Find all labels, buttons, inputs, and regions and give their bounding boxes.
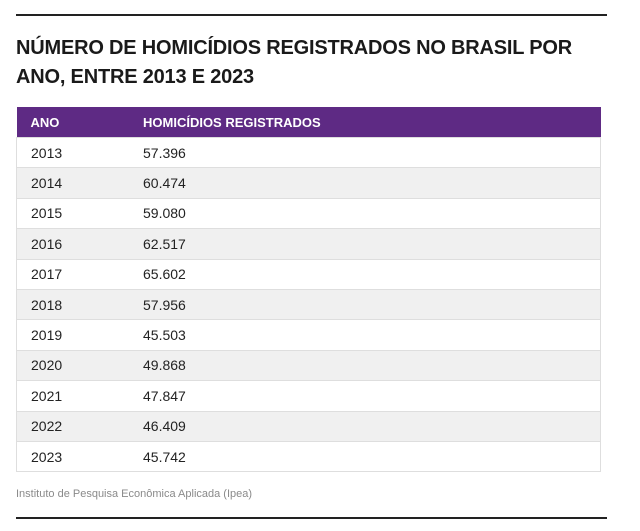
bottom-divider — [16, 517, 607, 519]
table-row: 2022 46.409 — [16, 410, 601, 442]
table-body: 2013 57.396 2014 60.474 2015 59.080 2016… — [16, 136, 601, 473]
table-row: 2015 59.080 — [16, 197, 601, 229]
cell-homicidios: 59.080 — [143, 197, 601, 229]
cell-ano: 2017 — [16, 258, 143, 290]
cell-ano: 2019 — [16, 319, 143, 351]
cell-homicidios: 46.409 — [143, 410, 601, 442]
cell-homicidios: 62.517 — [143, 228, 601, 260]
table-row: 2021 47.847 — [16, 380, 601, 412]
table-row: 2017 65.602 — [16, 258, 601, 290]
column-header-homicidios: HOMICÍDIOS REGISTRADOS — [143, 114, 321, 130]
cell-ano: 2013 — [16, 136, 143, 168]
cell-ano: 2014 — [16, 167, 143, 199]
table-row: 2014 60.474 — [16, 167, 601, 199]
column-header-ano: ANO — [30, 114, 60, 130]
cell-homicidios: 45.503 — [143, 319, 601, 351]
cell-ano: 2023 — [16, 440, 143, 473]
cell-homicidios: 65.602 — [143, 258, 601, 290]
table-title: NÚMERO DE HOMICÍDIOS REGISTRADOS NO BRAS… — [16, 37, 573, 88]
cell-homicidios: 47.847 — [143, 380, 601, 412]
header-row: ANO HOMICÍDIOS REGISTRADOS — [16, 107, 601, 138]
table-row: 2020 49.868 — [16, 349, 601, 381]
source-note: Instituto de Pesquisa Econômica Aplicada… — [16, 488, 253, 501]
cell-ano: 2015 — [16, 197, 143, 229]
cell-ano: 2020 — [16, 349, 143, 381]
table-row: 2023 45.742 — [16, 440, 601, 473]
cell-ano: 2022 — [16, 410, 143, 442]
cell-homicidios: 57.396 — [143, 136, 601, 168]
cell-homicidios: 60.474 — [143, 167, 601, 199]
cell-ano: 2016 — [16, 228, 143, 260]
table-row: 2018 57.956 — [16, 288, 601, 320]
cell-homicidios: 57.956 — [143, 288, 601, 320]
cell-ano: 2021 — [16, 380, 143, 412]
table-row: 2013 57.396 — [16, 136, 601, 168]
table-row: 2016 62.517 — [16, 228, 601, 260]
top-divider — [16, 14, 607, 16]
cell-ano: 2018 — [16, 288, 143, 320]
homicides-table: ANO HOMICÍDIOS REGISTRADOS 2013 57.396 2… — [16, 107, 601, 473]
figure-container: NÚMERO DE HOMICÍDIOS REGISTRADOS NO BRAS… — [16, 14, 607, 500]
table-row: 2019 45.503 — [16, 319, 601, 351]
cell-homicidios: 45.742 — [143, 440, 601, 473]
cell-homicidios: 49.868 — [143, 349, 601, 381]
table-header: ANO HOMICÍDIOS REGISTRADOS — [16, 107, 601, 138]
